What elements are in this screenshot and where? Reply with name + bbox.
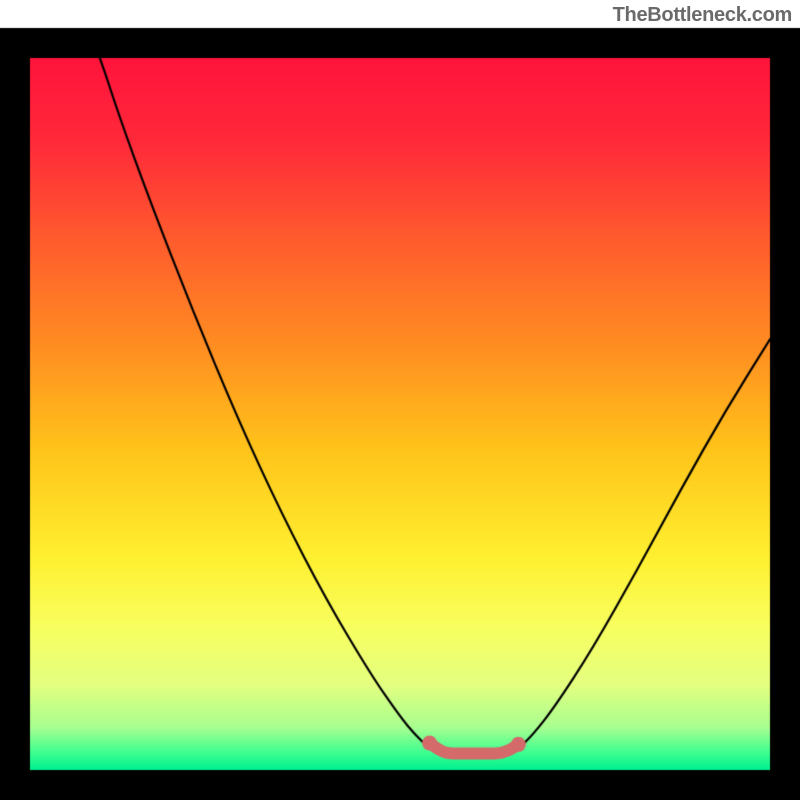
bottleneck-chart-canvas (0, 0, 800, 800)
watermark-label: TheBottleneck.com (613, 4, 792, 27)
chart-root: TheBottleneck.com (0, 0, 800, 800)
